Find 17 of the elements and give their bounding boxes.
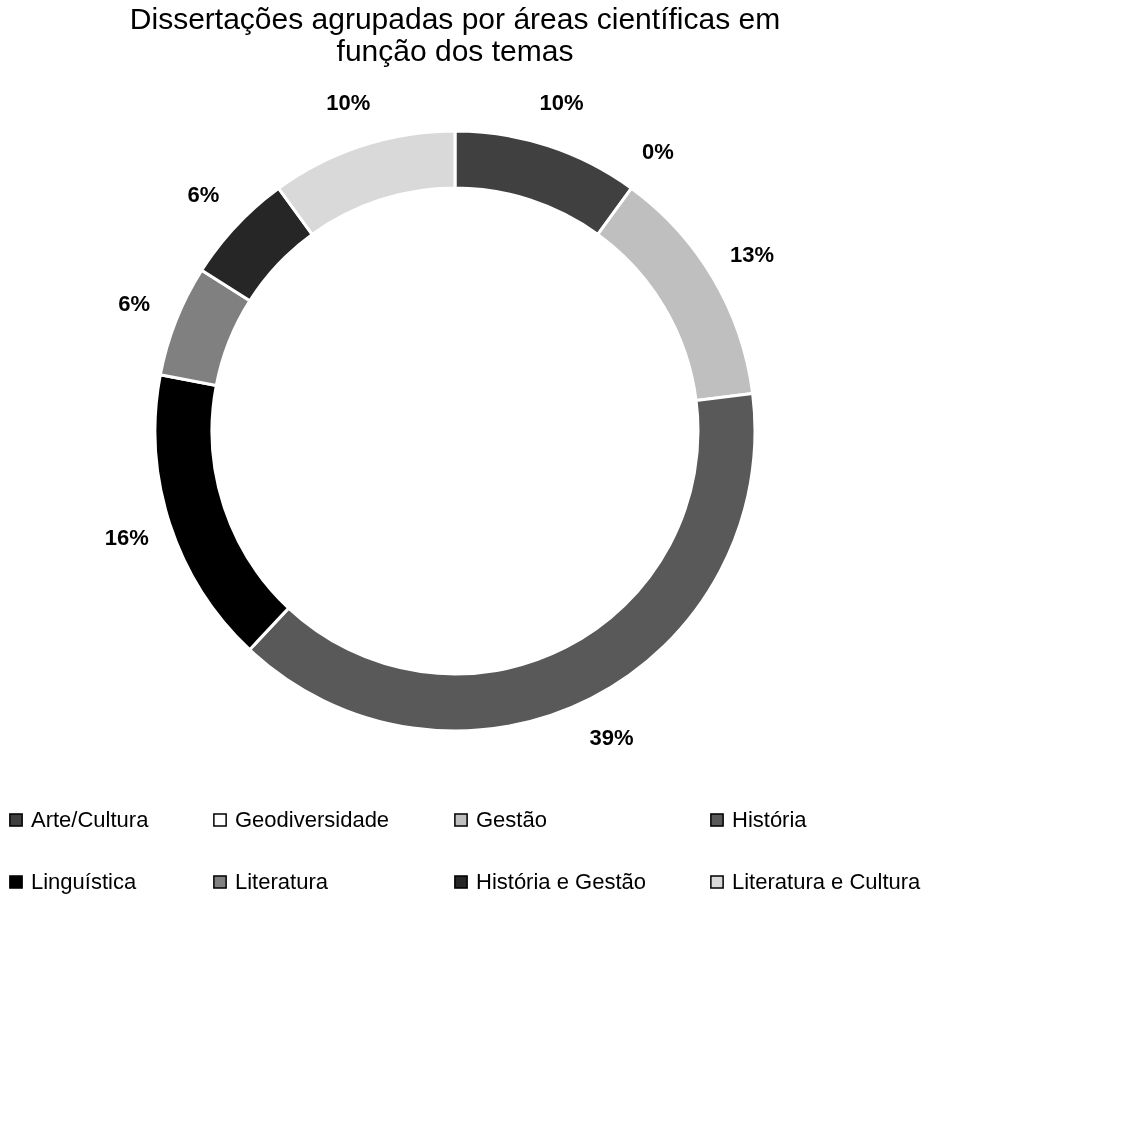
data-label: 10% xyxy=(539,89,584,115)
legend-label: História e Gestão xyxy=(476,869,646,894)
legend-label: Linguística xyxy=(31,869,137,894)
data-label: 13% xyxy=(729,242,774,268)
data-label: 39% xyxy=(589,725,634,751)
legend-label: Arte/Cultura xyxy=(31,807,150,832)
legend-label: Geodiversidade xyxy=(235,807,390,832)
data-label: 10% xyxy=(326,89,371,115)
legend-label: Gestão xyxy=(476,807,547,832)
legend-label: História xyxy=(732,807,808,832)
text: 0% xyxy=(641,138,674,164)
legend-label: Literatura e Cultura xyxy=(732,869,922,894)
data-label: 16% xyxy=(104,524,149,550)
chart-title: Dissertações agrupadas por áreas científicas em função dos temas xyxy=(129,2,781,67)
legend-label: Literatura xyxy=(235,869,329,894)
data-label: 6% xyxy=(187,181,220,207)
data-label: 6% xyxy=(118,291,151,316)
